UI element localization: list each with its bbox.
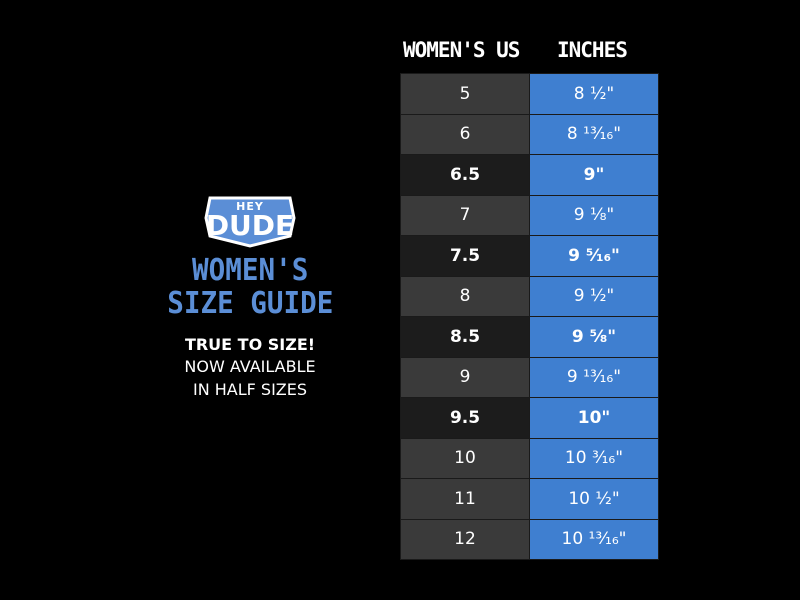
table-row: 10 10 ³⁄₁₆"	[400, 437, 659, 479]
us-size-cell: 12	[400, 518, 530, 560]
logo-text-top: HEY	[236, 200, 264, 213]
us-size-cell: 9.5	[400, 397, 530, 439]
table-row: 7.5 9 ⁵⁄₁₆"	[400, 235, 659, 277]
us-size-cell: 11	[400, 478, 530, 520]
us-size-cell: 7	[400, 194, 530, 236]
table-row: 12 10 ¹³⁄₁₆"	[400, 518, 659, 560]
page-title-line2: SIZE GUIDE	[166, 286, 334, 321]
hey-dude-logo: HEY DUDE	[204, 196, 296, 248]
inches-cell: 8 ½"	[529, 73, 659, 115]
us-size-cell: 6	[400, 113, 530, 155]
tagline-line3: IN HALF SIZES	[192, 380, 308, 399]
inches-cell: 9 ⁵⁄₁₆"	[529, 235, 659, 277]
logo-text-main: DUDE	[206, 209, 294, 242]
table-row: 8.5 9 ⅝"	[400, 316, 659, 358]
table-row: 6.5 9"	[400, 154, 659, 196]
tagline-strong: TRUE TO SIZE!	[184, 335, 316, 354]
inches-cell: 9"	[529, 154, 659, 196]
us-size-cell: 9	[400, 356, 530, 398]
us-size-cell: 8.5	[400, 316, 530, 358]
inches-cell: 10 ½"	[529, 478, 659, 520]
table-row: 9.5 10"	[400, 397, 659, 439]
inches-cell: 10 ³⁄₁₆"	[529, 437, 659, 479]
inches-cell: 10 ¹³⁄₁₆"	[529, 518, 659, 560]
us-size-cell: 10	[400, 437, 530, 479]
inches-cell: 9 ⅝"	[529, 316, 659, 358]
us-size-cell: 5	[400, 73, 530, 115]
inches-cell: 9 ¹³⁄₁₆"	[529, 356, 659, 398]
inches-cell: 9 ⅛"	[529, 194, 659, 236]
us-size-cell: 8	[400, 275, 530, 317]
page-title-line1: WOMEN'S	[191, 253, 309, 288]
inches-cell: 10"	[529, 397, 659, 439]
size-guide-panel: HEY DUDE WOMEN'S SIZE GUIDE TRUE TO SIZE…	[150, 188, 350, 401]
us-size-cell: 7.5	[400, 235, 530, 277]
inches-cell: 9 ½"	[529, 275, 659, 317]
inches-cell: 8 ¹³⁄₁₆"	[529, 113, 659, 155]
us-size-cell: 6.5	[400, 154, 530, 196]
column-header-us: WOMEN'S US	[403, 38, 520, 62]
column-header-inches: INCHES	[557, 38, 628, 62]
tagline-line2: NOW AVAILABLE	[184, 357, 316, 376]
table-row: 11 10 ½"	[400, 478, 659, 520]
